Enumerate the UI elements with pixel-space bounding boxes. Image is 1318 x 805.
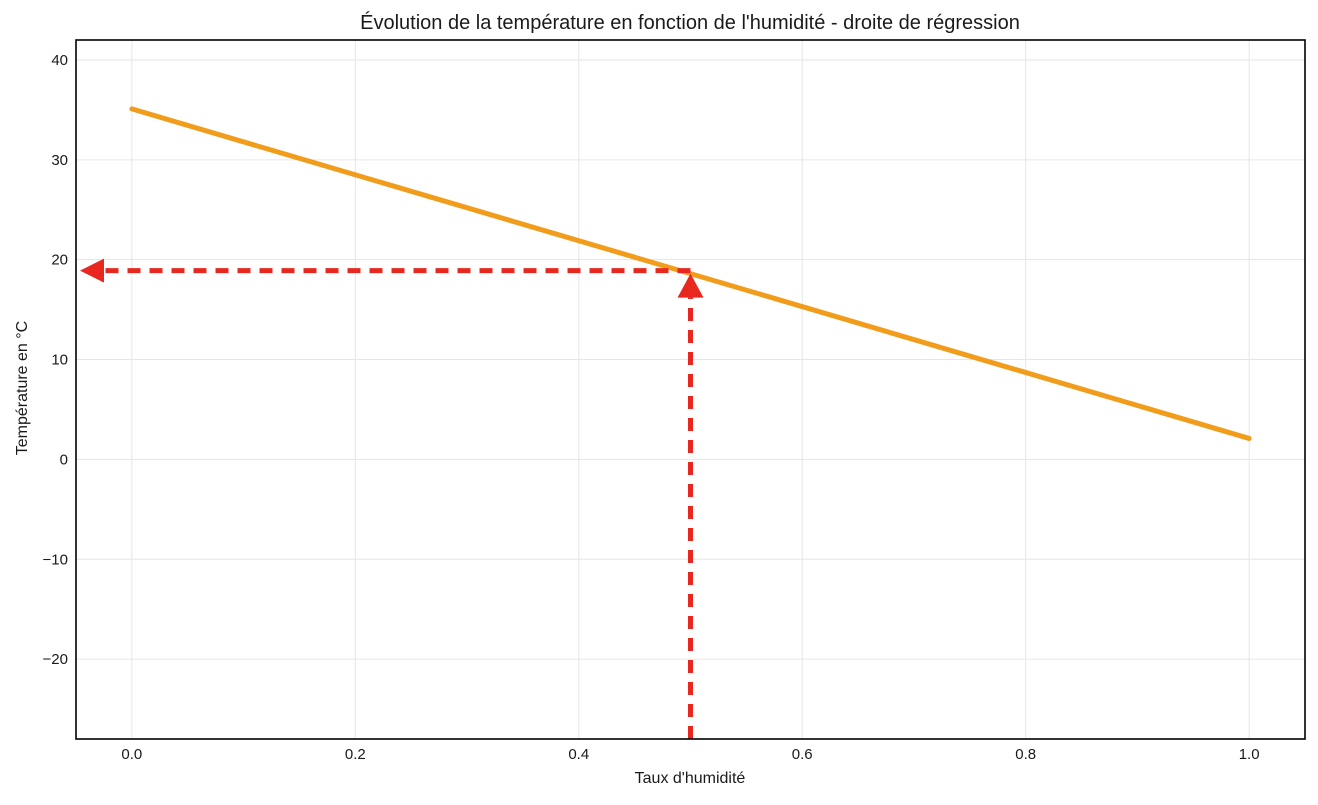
x-tick-label: 0.0 xyxy=(121,746,142,763)
x-tick-label: 0.2 xyxy=(345,746,366,763)
y-tick-label: −20 xyxy=(43,651,68,668)
y-tick-label: 20 xyxy=(51,252,68,269)
x-tick-label: 0.6 xyxy=(792,746,813,763)
y-tick-label: 30 xyxy=(51,152,68,169)
y-axis-label: Température en °C xyxy=(14,321,31,455)
y-tick-label: 40 xyxy=(51,52,68,69)
plot-frame xyxy=(75,39,1306,740)
arrow-head-left xyxy=(80,258,104,283)
y-tick-label: 0 xyxy=(60,451,68,468)
tick-layer: 0.0 0.2 0.4 0.6 0.8 1.0 −20 −10 0 10 20 30 40 xyxy=(43,52,1260,763)
arrow-head-up xyxy=(677,273,704,298)
x-tick-label: 0.4 xyxy=(568,746,589,763)
x-tick-label: 1.0 xyxy=(1239,746,1260,763)
y-tick-label: 10 xyxy=(51,352,68,369)
y-tick-label: −10 xyxy=(43,551,68,568)
x-axis-label: Taux d'humidité xyxy=(635,770,746,787)
x-tick-label: 0.8 xyxy=(1015,746,1036,763)
annotation-layer xyxy=(80,258,704,739)
chart-title: Évolution de la température en fonction … xyxy=(360,11,1020,34)
grid-layer xyxy=(76,40,1305,739)
